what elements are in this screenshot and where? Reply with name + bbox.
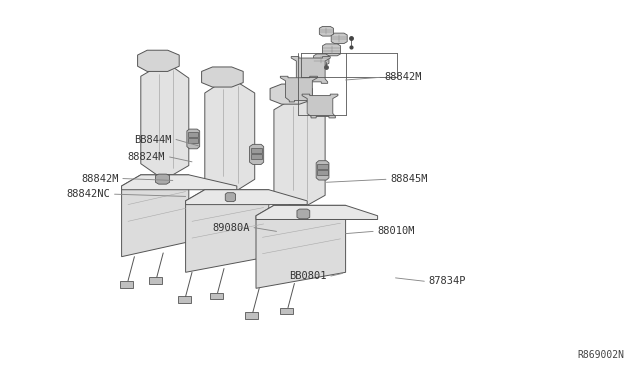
Polygon shape <box>256 205 378 219</box>
Polygon shape <box>202 67 243 87</box>
Polygon shape <box>314 54 329 65</box>
Polygon shape <box>280 308 293 314</box>
Polygon shape <box>210 293 223 299</box>
Polygon shape <box>316 161 329 180</box>
Polygon shape <box>205 83 255 190</box>
Polygon shape <box>187 129 200 149</box>
Polygon shape <box>317 164 328 169</box>
Polygon shape <box>156 174 170 184</box>
Polygon shape <box>149 277 162 284</box>
Polygon shape <box>319 26 333 36</box>
Text: 88842NC: 88842NC <box>67 189 110 199</box>
Polygon shape <box>256 205 346 288</box>
Polygon shape <box>323 44 340 56</box>
Polygon shape <box>225 193 236 202</box>
Polygon shape <box>251 148 262 153</box>
Polygon shape <box>188 138 198 143</box>
Polygon shape <box>186 190 307 205</box>
Polygon shape <box>332 33 347 44</box>
Text: 88842M: 88842M <box>384 73 422 82</box>
Polygon shape <box>178 296 191 303</box>
Polygon shape <box>317 170 328 175</box>
Text: R869002N: R869002N <box>577 350 624 360</box>
Polygon shape <box>138 50 179 71</box>
Text: 88010M: 88010M <box>378 227 415 236</box>
Polygon shape <box>245 312 258 319</box>
Polygon shape <box>120 281 133 288</box>
Text: 88842M: 88842M <box>81 174 118 183</box>
Polygon shape <box>186 190 269 272</box>
Polygon shape <box>302 94 338 118</box>
Polygon shape <box>188 132 198 137</box>
Polygon shape <box>274 100 325 205</box>
Polygon shape <box>122 175 237 190</box>
Polygon shape <box>280 76 317 102</box>
Polygon shape <box>270 84 312 104</box>
Polygon shape <box>250 144 264 164</box>
Text: 88845M: 88845M <box>390 174 428 184</box>
Text: 87834P: 87834P <box>429 276 467 286</box>
Polygon shape <box>122 175 189 257</box>
Text: 88824M: 88824M <box>127 152 165 162</box>
Polygon shape <box>291 57 330 83</box>
Polygon shape <box>251 154 262 159</box>
Polygon shape <box>297 209 310 219</box>
Polygon shape <box>141 67 189 175</box>
Text: BB844M: BB844M <box>134 135 172 144</box>
Text: BB0801: BB0801 <box>289 271 326 281</box>
Text: 89080A: 89080A <box>212 223 250 232</box>
